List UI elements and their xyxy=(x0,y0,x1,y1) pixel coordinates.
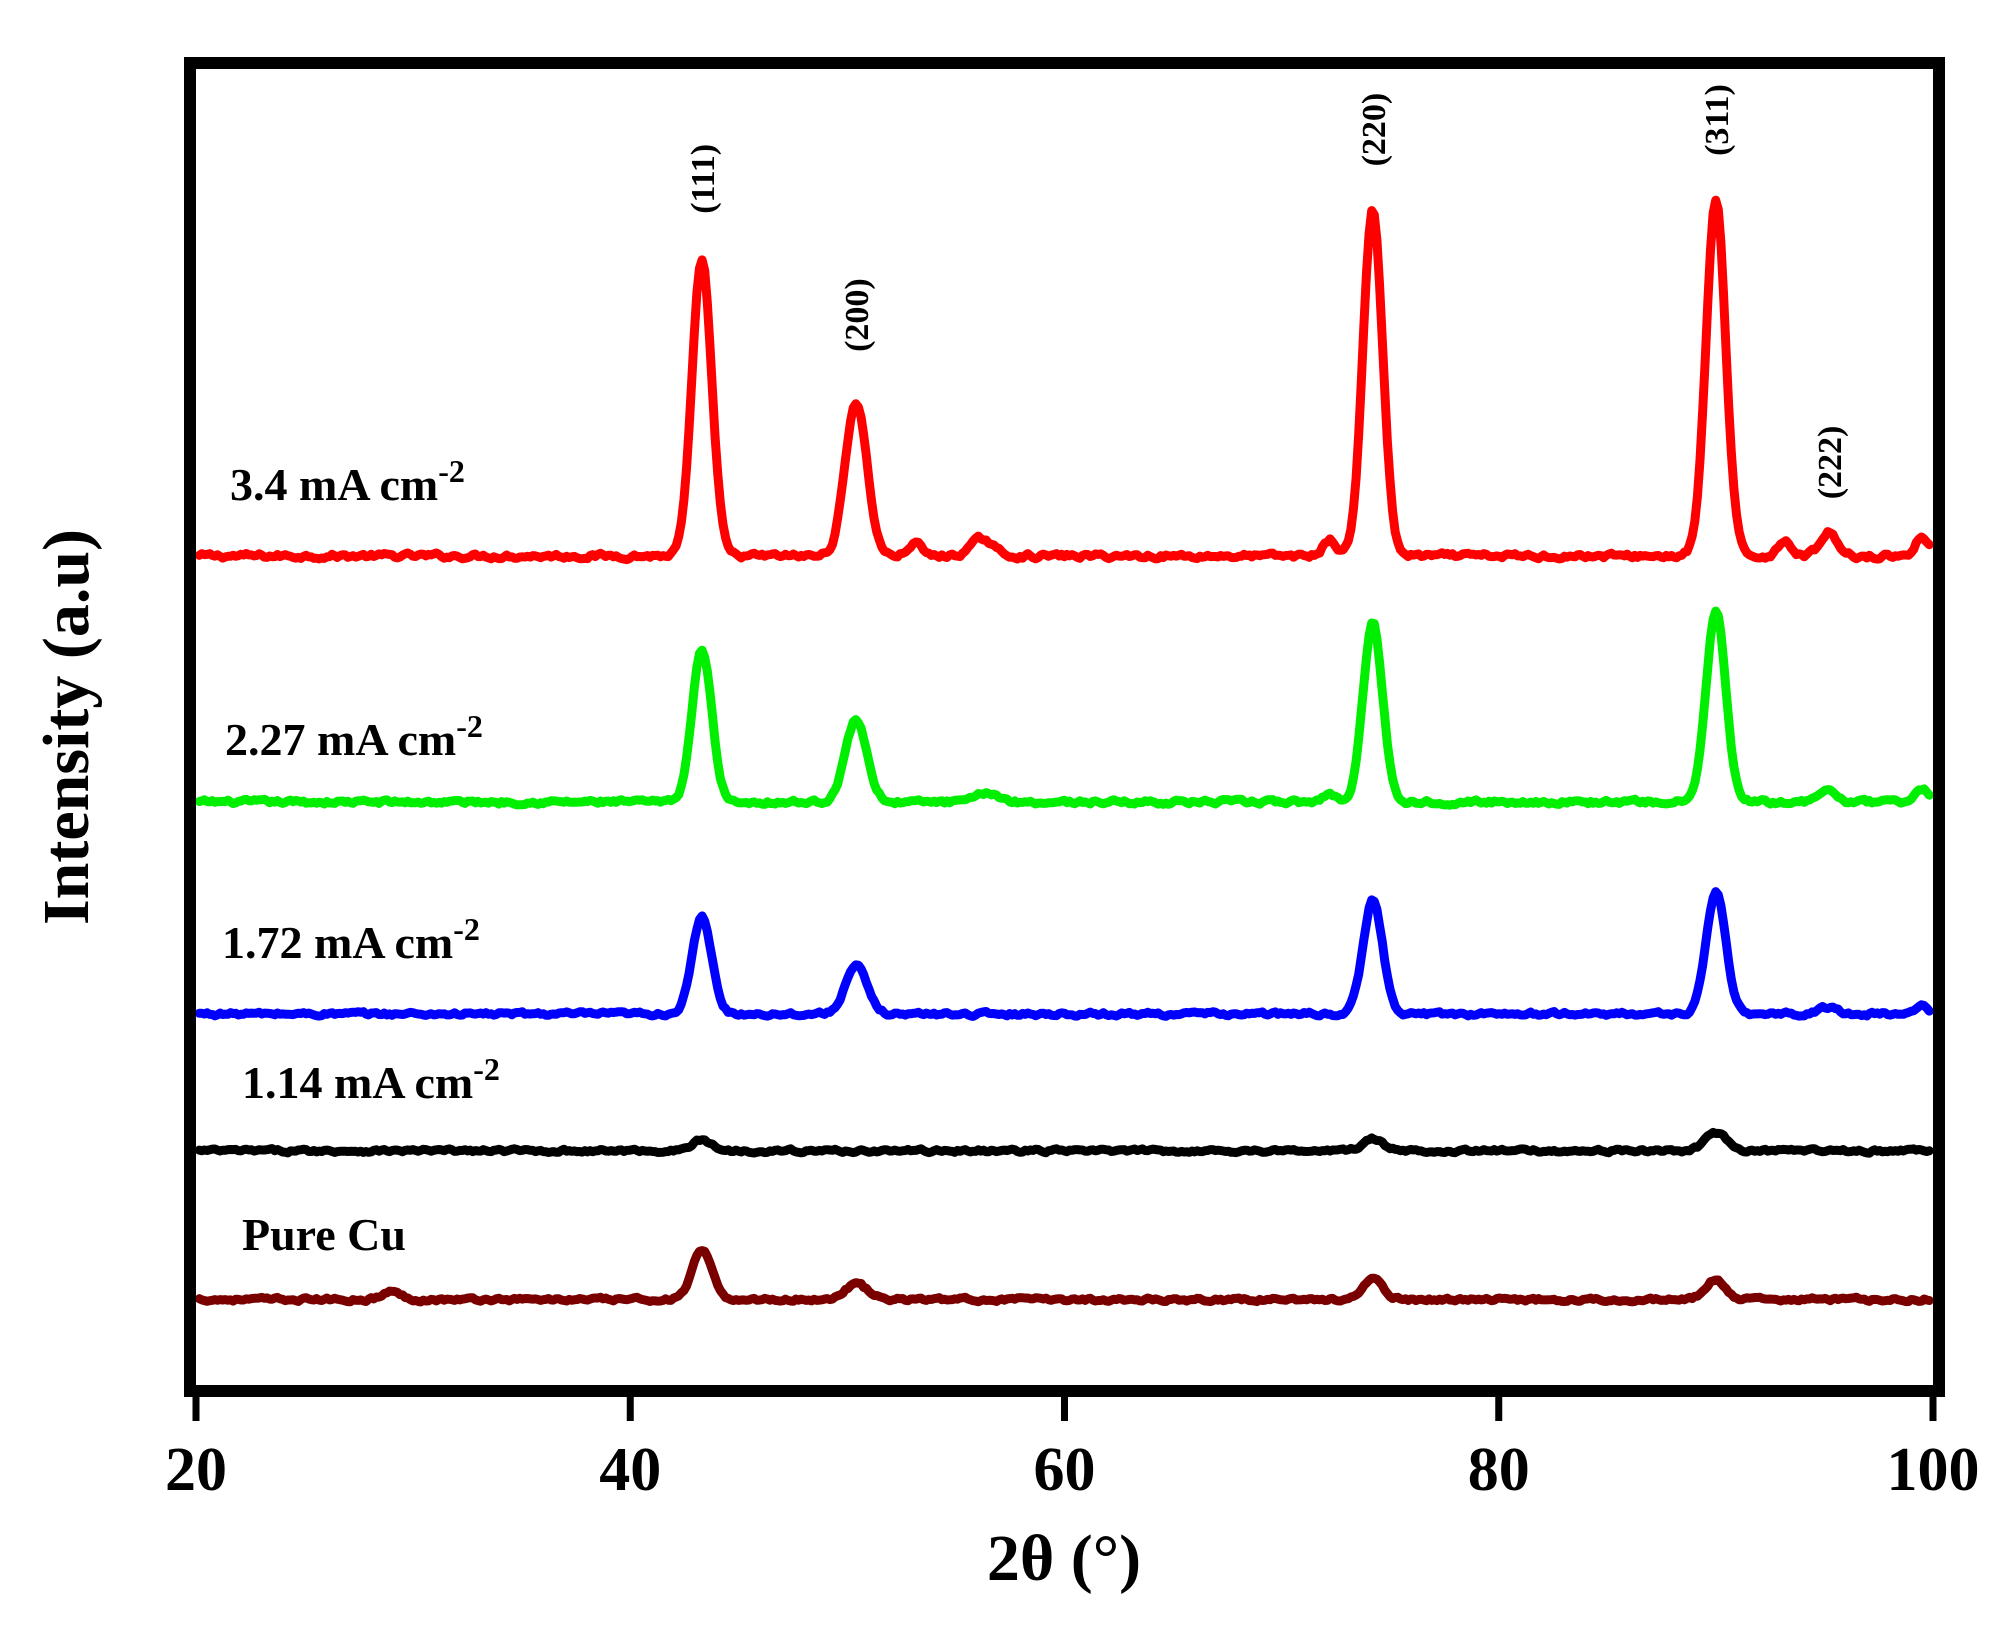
x-tick-label-5: 100 xyxy=(1887,1436,1980,1504)
y-axis-title: Intensity (a.u) xyxy=(30,529,103,925)
series-layer xyxy=(194,195,1934,1307)
series-line-2 xyxy=(194,606,1934,810)
x-tick-label-3: 60 xyxy=(1034,1436,1096,1504)
x-tick-label-2: 40 xyxy=(599,1436,661,1504)
series-label-3: 1.72 mA cm-2 xyxy=(222,911,480,968)
series-line-1 xyxy=(194,195,1934,565)
series-line-5 xyxy=(194,1246,1934,1307)
x-tick-label-4: 80 xyxy=(1468,1436,1530,1504)
series-label-4: 1.14 mA cm-2 xyxy=(242,1051,500,1108)
label-layer: 3.4 mA cm-2 2.27 mA cm-2 1.72 mA cm-2 1.14 … xyxy=(222,84,1849,1260)
x-axis-title: 2θ (°) xyxy=(987,1522,1141,1595)
peak-label-4: (311) xyxy=(1699,84,1736,156)
series-label-5: Pure Cu xyxy=(242,1209,406,1260)
peak-label-3: (220) xyxy=(1356,93,1393,167)
series-line-3 xyxy=(194,887,1934,1021)
x-tick-label-1: 20 xyxy=(165,1436,227,1504)
peak-label-1: (111) xyxy=(685,144,722,214)
peak-label-2: (200) xyxy=(839,278,876,352)
series-line-4 xyxy=(194,1127,1934,1158)
series-label-1: 3.4 mA cm-2 xyxy=(230,453,465,510)
series-label-2: 2.27 mA cm-2 xyxy=(225,708,483,765)
tick-layer: 20 40 60 80 100 xyxy=(165,1391,1980,1504)
peak-label-5: (222) xyxy=(1812,426,1849,500)
